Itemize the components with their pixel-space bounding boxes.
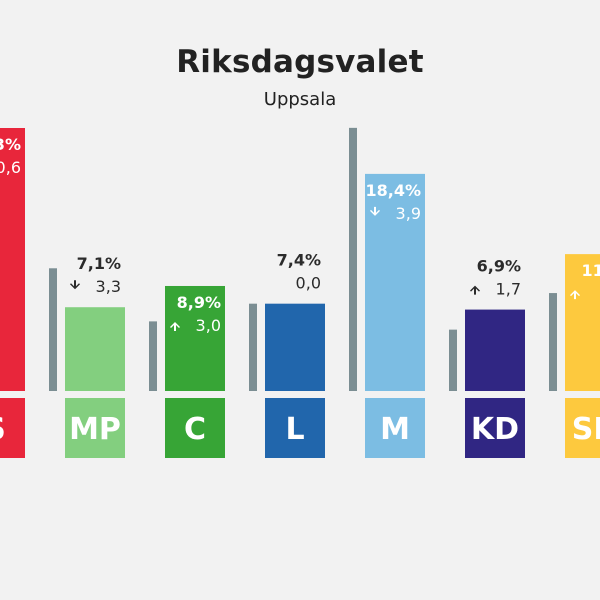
change-label-s: 0,6 — [0, 158, 21, 177]
party-box-s — [0, 398, 25, 458]
party-label-l: L — [285, 412, 304, 447]
change-arrow-sd — [570, 290, 580, 300]
party-label-m: M — [380, 412, 410, 447]
party-box-c — [165, 398, 225, 458]
change-label-mp: 3,3 — [96, 277, 121, 296]
bar-s — [0, 128, 25, 391]
value-label-c: 8,9% — [177, 293, 221, 312]
bar-sd — [565, 254, 600, 391]
chart-title: Riksdagsvalet — [176, 44, 424, 80]
chart-subtitle: Uppsala — [263, 89, 337, 110]
value-label-s: …3% — [0, 135, 21, 154]
bar-mp — [65, 307, 125, 391]
prev-bar-l — [249, 303, 257, 391]
bar-kd — [465, 309, 525, 391]
party-box-sd — [565, 398, 600, 458]
bar-c — [165, 285, 225, 391]
change-label-c: 3,0 — [196, 316, 221, 335]
prev-bar-sd — [549, 293, 557, 391]
change-label-l: 0,0 — [296, 274, 321, 293]
party-label-c: C — [184, 412, 206, 447]
party-box-mp — [65, 398, 125, 458]
value-label-mp: 7,1% — [77, 254, 121, 273]
change-label-kd: 1,7 — [496, 280, 521, 299]
party-label-mp: MP — [69, 412, 121, 447]
prev-bar-mp — [49, 268, 57, 391]
party-box-kd — [465, 398, 525, 458]
change-arrow-mp — [70, 280, 80, 290]
party-label-sd: SD — [572, 412, 600, 447]
party-label-kd: KD — [471, 412, 519, 447]
change-arrow-kd — [470, 285, 480, 295]
change-arrow-c — [170, 321, 180, 331]
prev-bar-c — [149, 321, 157, 391]
change-label-m: 3,9 — [396, 204, 421, 223]
prev-bar-kd — [449, 329, 457, 391]
value-label-sd: 11,6 — [582, 261, 600, 280]
value-label-kd: 6,9% — [477, 257, 521, 276]
value-label-m: 18,4% — [365, 181, 421, 200]
bar-l — [265, 303, 325, 391]
party-box-m — [365, 398, 425, 458]
value-label-l: 7,4% — [277, 251, 321, 270]
party-box-l — [265, 398, 325, 458]
change-arrow-m — [370, 206, 380, 216]
prev-bar-m — [349, 127, 357, 392]
party-label-s: S — [0, 412, 6, 447]
